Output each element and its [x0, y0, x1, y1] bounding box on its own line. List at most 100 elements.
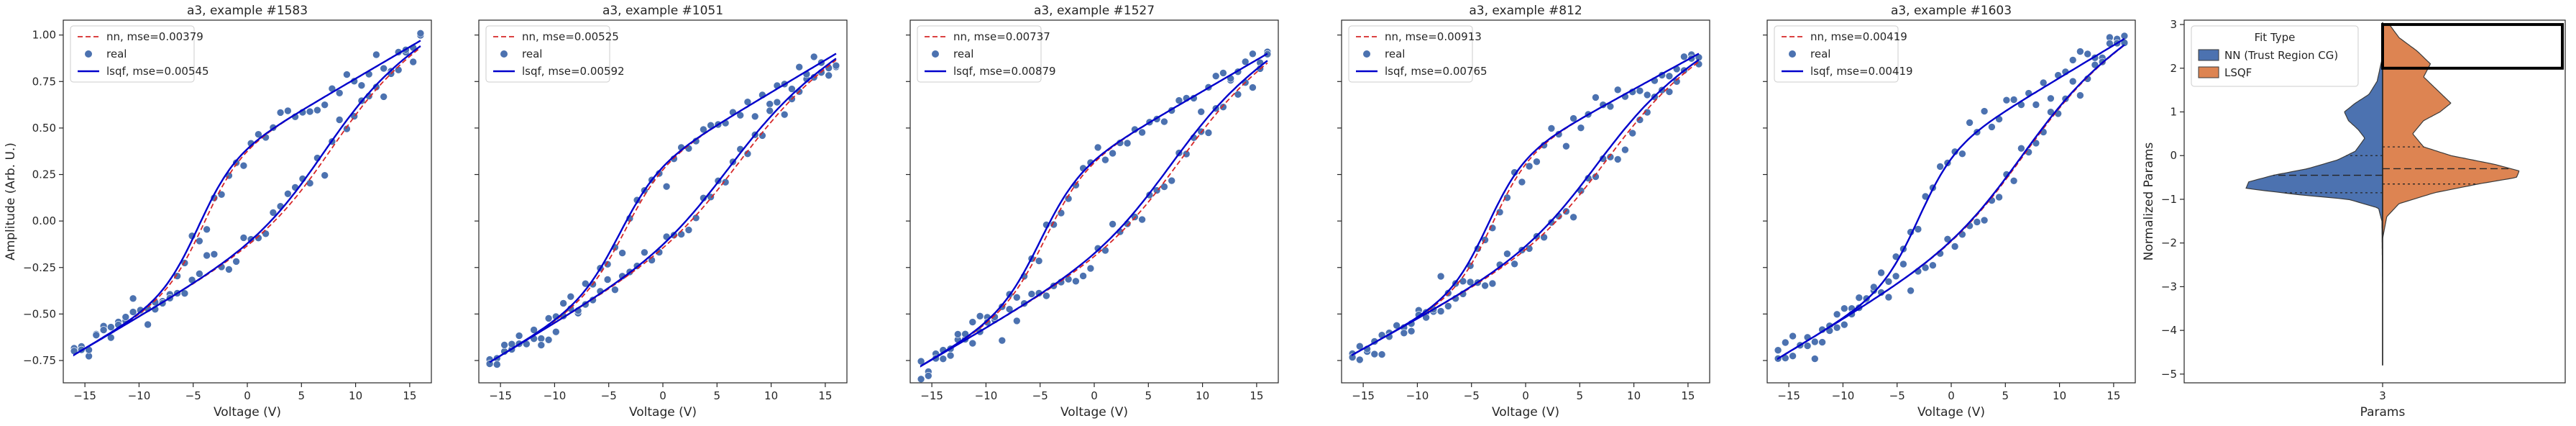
x-tick-label: 0: [1091, 389, 1098, 402]
data-point: [1160, 183, 1168, 191]
data-point: [618, 249, 626, 257]
legend: Fit Type NN (Trust Region CG) LSQF: [2191, 25, 2359, 87]
data-point: [2068, 77, 2077, 86]
data-point: [284, 189, 292, 198]
data-point: [173, 272, 181, 280]
data-point: [925, 371, 932, 380]
data-point: [677, 230, 685, 238]
data-point: [1436, 272, 1445, 281]
data-point: [508, 340, 516, 348]
x-tick-label: 15: [403, 389, 416, 402]
data-point: [1211, 72, 1220, 80]
legend-label-nn: nn, mse=0.00419: [1810, 30, 1907, 43]
data-point: [313, 106, 321, 114]
data-point: [1182, 150, 1191, 158]
data-point: [1547, 124, 1556, 132]
y-tick-label: 0.00: [32, 214, 56, 227]
data-point: [180, 289, 189, 298]
data-point: [276, 109, 285, 117]
lsqf-fit-line: [1351, 53, 1700, 357]
data-point: [1378, 350, 1386, 358]
x-tick-label: 5: [2002, 389, 2009, 402]
x-axis-title: Voltage (V): [1917, 405, 1985, 420]
data-point: [284, 106, 292, 115]
data-point: [492, 361, 501, 368]
data-point: [1370, 350, 1379, 358]
data-point: [343, 71, 351, 78]
data-point: [537, 335, 546, 343]
x-tick-label: 10: [2053, 389, 2066, 402]
legend: nn, mse=0.00379 real lsqf, mse=0.00545: [70, 25, 209, 83]
legend-swatch-lsqf: [2198, 66, 2219, 78]
data-point: [1569, 213, 1577, 222]
data-point: [232, 258, 240, 266]
legend-swatch-real: [932, 50, 939, 58]
hysteresis-panel: −15 −10 −5 0 5 10 15 a3, example #1051 Voltage (…: [475, 4, 848, 420]
data-point: [1855, 294, 1864, 302]
y-tick-label: −3: [2161, 280, 2177, 293]
data-point: [1782, 338, 1789, 347]
x-tick-label: −5: [1464, 389, 1480, 402]
y-tick-label: −5: [2161, 368, 2177, 381]
data-point: [581, 279, 590, 288]
data-point: [2076, 47, 2084, 55]
x-tick-label: 15: [2107, 389, 2120, 402]
x-tick-label: −15: [920, 389, 943, 402]
nn-fit-line: [1352, 53, 1700, 356]
data-point: [1665, 72, 1674, 81]
data-point: [1503, 250, 1511, 258]
data-point: [773, 98, 781, 106]
data-point: [1035, 257, 1043, 265]
data-point: [372, 83, 380, 91]
x-tick-label: −5: [185, 389, 201, 402]
legend-label-real: real: [953, 47, 973, 60]
data-point: [1907, 286, 1915, 295]
data-point: [1197, 108, 1205, 116]
data-point: [1072, 277, 1080, 286]
legend-label-nn: nn, mse=0.00737: [953, 30, 1050, 43]
data-point: [692, 214, 700, 222]
data-point: [2047, 94, 2055, 103]
data-point: [1811, 337, 1819, 346]
data-point: [144, 320, 152, 329]
data-point: [1204, 129, 1213, 137]
legend-label-nn: NN (Trust Region CG): [2224, 49, 2338, 62]
data-point: [766, 106, 774, 115]
panel-title: a3, example #812: [1469, 4, 1582, 18]
data-point: [1027, 290, 1036, 298]
panel-title: a3, example #1583: [187, 4, 308, 18]
data-point: [129, 294, 137, 303]
data-point: [394, 65, 403, 74]
x-tick-label: −5: [1889, 389, 1905, 402]
data-point: [2009, 96, 2018, 104]
x-tick-label: −15: [1777, 389, 1800, 402]
data-point: [832, 61, 840, 70]
data-point: [1013, 293, 1021, 302]
legend-swatch-real: [85, 50, 92, 58]
data-point: [1988, 123, 1996, 131]
x-tick-label: 10: [349, 389, 362, 402]
data-point: [1943, 235, 1952, 243]
data-point: [1774, 346, 1782, 355]
hysteresis-panel: −15 −10 −5 0 5 10 15 −0.75 −0.50 −0.25 0.00 0.25 0.5…: [4, 4, 432, 420]
data-point: [203, 225, 211, 234]
data-point: [1636, 86, 1644, 95]
legend-label-lsqf: LSQF: [2224, 66, 2252, 79]
panel-title: a3, example #1527: [1034, 4, 1155, 18]
data-point: [1241, 58, 1250, 66]
data-point: [1929, 261, 1937, 270]
data-point: [662, 182, 671, 191]
legend-title: Fit Type: [2255, 31, 2296, 44]
data-point: [99, 326, 108, 334]
data-point: [751, 112, 759, 121]
x-tick-label: −10: [1406, 389, 1429, 402]
data-point: [1973, 218, 1981, 226]
data-point: [537, 341, 546, 349]
y-tick-label: 2: [2170, 62, 2177, 75]
y-tick-label: 1.00: [32, 29, 56, 42]
data-point: [107, 323, 115, 331]
data-point: [239, 161, 248, 170]
data-point: [2032, 101, 2040, 109]
data-point: [1995, 193, 2003, 201]
data-point: [1109, 149, 1117, 158]
